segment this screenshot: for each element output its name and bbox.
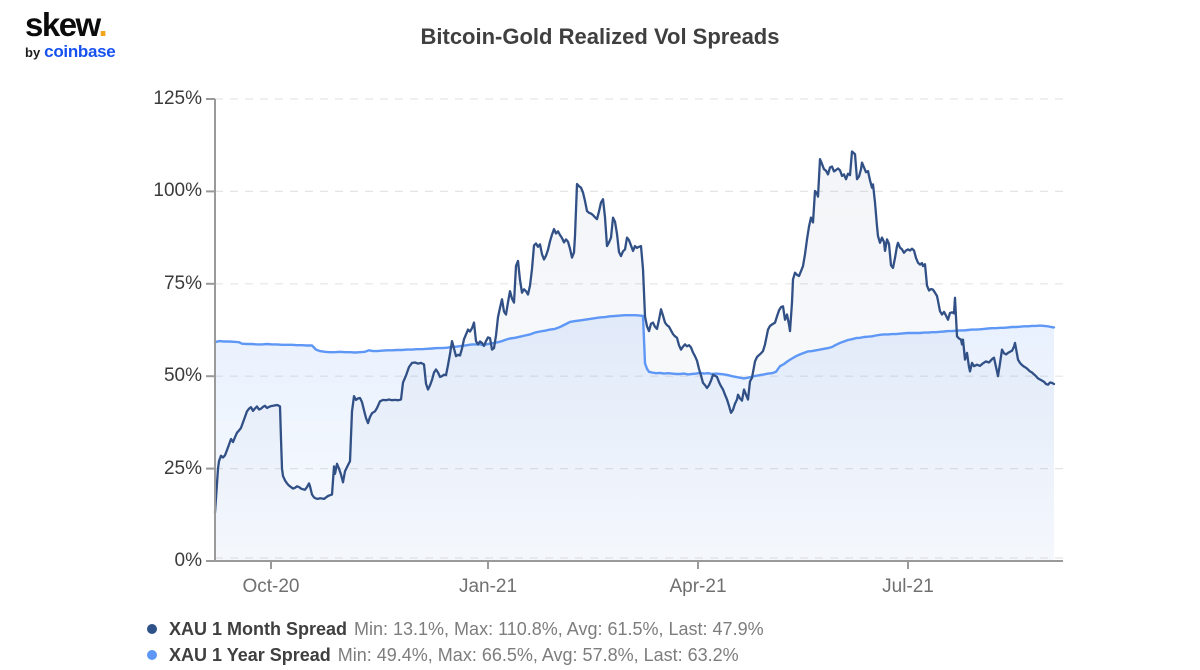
y-axis-label-100pct: 100% [153,180,202,202]
legend-stats: Min: 13.1%, Max: 110.8%, Avg: 61.5%, Las… [354,618,764,639]
x-axis-label-jan-21: Jan-21 [458,576,518,597]
legend-item-xau-1-month-spread[interactable]: XAU 1 Month Spread Min: 13.1%, Max: 110.8… [147,616,764,642]
skew-logo-wordmark: skew. [25,6,108,43]
y-axis-label-0pct: 0% [174,550,202,571]
legend-label: XAU 1 Year Spread [169,644,331,665]
series-xau-1-month-spread-line [213,150,1056,514]
x-axis-label-oct-20: Oct-20 [242,576,300,597]
y-axis-label-125pct: 125% [153,88,202,109]
chart-legend: XAU 1 Month Spread Min: 13.1%, Max: 110.8… [147,616,764,668]
x-axis-label-jul-21: Jul-21 [882,576,934,597]
y-axis-label-50pct: 50% [163,365,202,387]
series-xau-1-year-spread-line [213,314,1056,380]
legend-marker-xau-1-month-spread [147,624,157,634]
y-axis-label-75pct: 75% [163,272,202,294]
skew-logo[interactable]: skew. by coinbase [25,6,116,61]
skew-logo-dot: . [98,6,108,43]
skew-logo-byline: by coinbase [25,41,116,61]
legend-item-xau-1-year-spread[interactable]: XAU 1 Year Spread Min: 49.4%, Max: 66.5%,… [147,642,764,668]
legend-marker-xau-1-year-spread [147,650,157,660]
legend-label: XAU 1 Month Spread [169,618,348,639]
legend-stats: Min: 49.4%, Max: 66.5%, Avg: 57.8%, Last… [337,644,739,665]
page-title: Bitcoin-Gold Realized Vol Spreads [420,24,780,49]
x-axis-label-apr-21: Apr-21 [669,576,727,597]
coinbase-wordmark: coinbase [44,41,116,61]
y-axis-label-25pct: 25% [163,457,202,479]
